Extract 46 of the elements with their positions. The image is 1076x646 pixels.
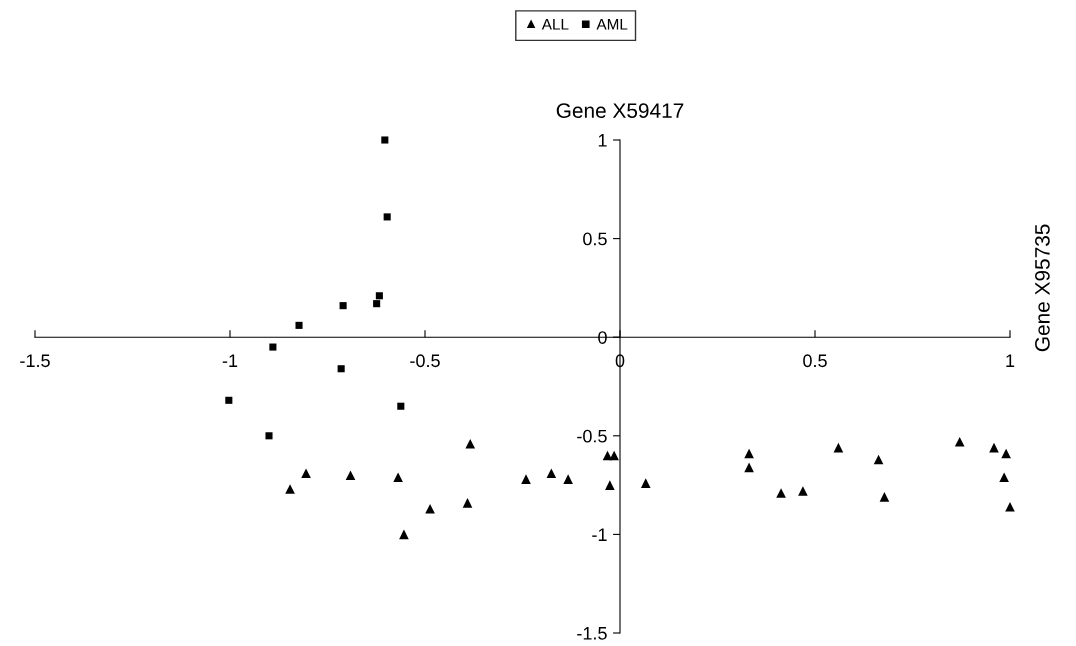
- point: [345, 470, 356, 481]
- point: [397, 402, 405, 410]
- point: [269, 343, 277, 351]
- point: [776, 488, 786, 498]
- point: [399, 529, 409, 540]
- x-tick-label: -0.5: [410, 354, 440, 368]
- y-tick-label: 1: [598, 134, 607, 147]
- point: [295, 321, 303, 329]
- y-tick-label: -0.5: [577, 429, 607, 443]
- y-tick-label: 0.5: [583, 232, 607, 246]
- point: [563, 474, 573, 484]
- point: [301, 468, 311, 479]
- point: [339, 302, 347, 310]
- point: [640, 478, 651, 488]
- point: [383, 213, 391, 221]
- y-tick-label: -1: [592, 528, 607, 541]
- point: [373, 300, 381, 308]
- point: [744, 462, 754, 473]
- point: [1005, 501, 1015, 512]
- point: [465, 438, 476, 449]
- point: [798, 486, 808, 496]
- legend-label: AML: [596, 19, 628, 30]
- point: [605, 480, 615, 490]
- point: [337, 365, 345, 373]
- point: [999, 472, 1009, 483]
- point: [381, 136, 389, 144]
- point: [425, 503, 435, 514]
- x-tick-label: -1.5: [20, 354, 50, 368]
- point: [879, 492, 890, 502]
- point: [265, 432, 273, 440]
- point: [609, 450, 619, 461]
- point: [285, 484, 295, 494]
- x-tick-label: 1: [1006, 354, 1015, 367]
- legend-label: ALL: [541, 19, 569, 30]
- x-tick-label: 0.5: [803, 354, 827, 368]
- point: [954, 436, 965, 447]
- y-tick-label: -1.5: [577, 627, 607, 640]
- x-tick-label: -1: [222, 354, 238, 367]
- point: [462, 498, 473, 508]
- point: [225, 396, 233, 404]
- point: [393, 472, 403, 483]
- y-axis-title: Gene X95735: [1035, 224, 1050, 352]
- point: [521, 474, 531, 484]
- point: [375, 292, 383, 300]
- chart-title: Gene X59417: [556, 103, 684, 118]
- point: [546, 468, 557, 479]
